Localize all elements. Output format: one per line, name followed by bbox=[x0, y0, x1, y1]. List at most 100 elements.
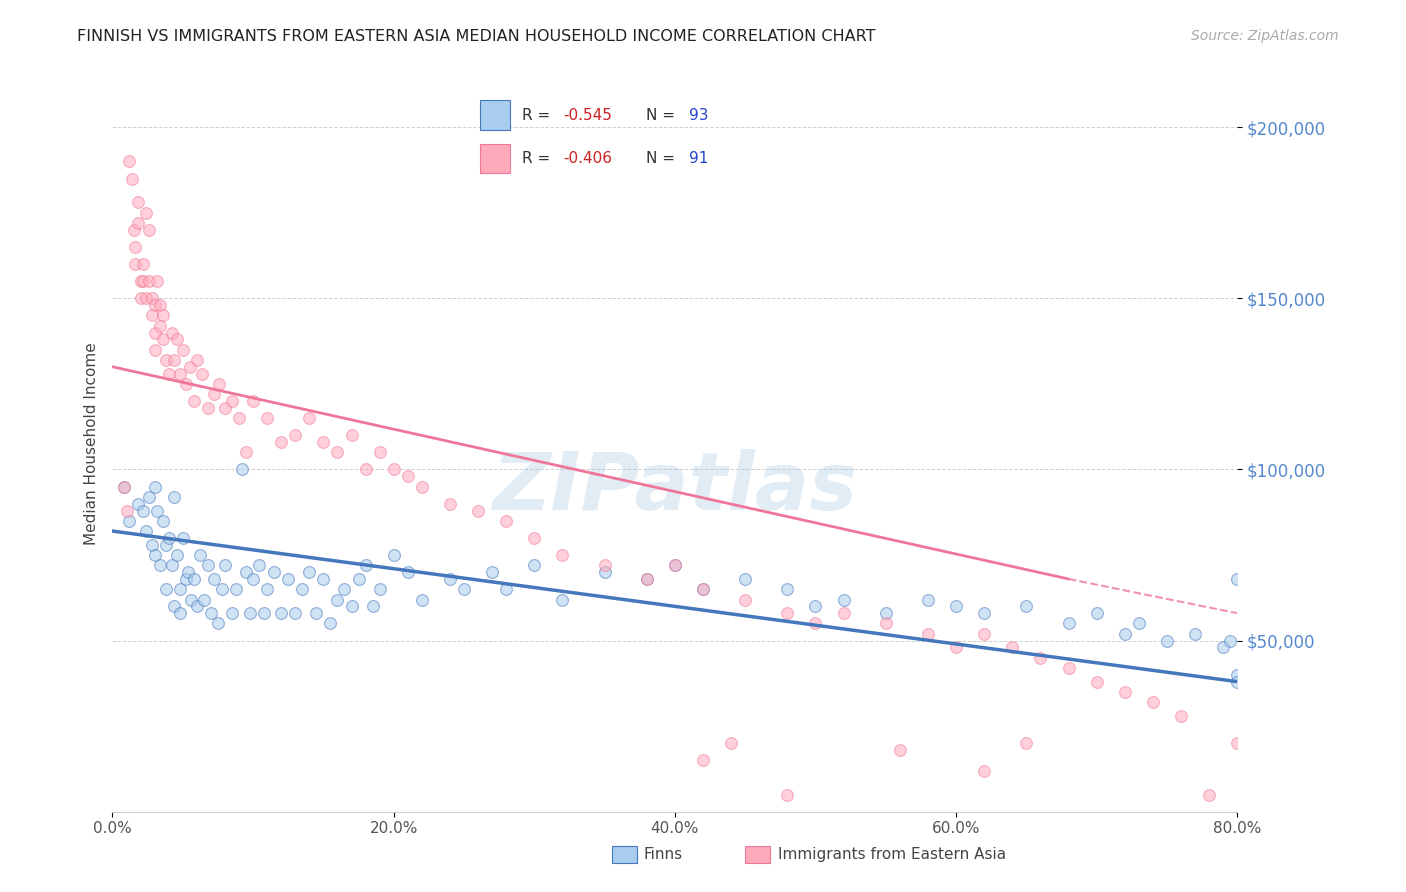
Y-axis label: Median Household Income: Median Household Income bbox=[83, 343, 98, 545]
Point bbox=[183, 572, 205, 586]
Point bbox=[298, 565, 321, 579]
Point bbox=[664, 558, 686, 573]
Point bbox=[191, 367, 214, 381]
Point bbox=[183, 394, 205, 409]
Point bbox=[973, 606, 995, 620]
Point bbox=[523, 558, 546, 573]
Point bbox=[112, 479, 135, 493]
Point bbox=[214, 558, 236, 573]
Point bbox=[382, 462, 405, 476]
Point bbox=[439, 497, 461, 511]
Point bbox=[804, 616, 827, 631]
Point bbox=[312, 572, 335, 586]
Point bbox=[124, 257, 146, 271]
Point bbox=[163, 490, 186, 504]
Point bbox=[340, 599, 363, 614]
Text: ZIPatlas: ZIPatlas bbox=[492, 449, 858, 527]
Point bbox=[636, 572, 658, 586]
Point bbox=[945, 640, 967, 655]
Point bbox=[467, 503, 489, 517]
Point bbox=[551, 592, 574, 607]
Point bbox=[166, 332, 188, 346]
Point bbox=[221, 606, 243, 620]
Point bbox=[453, 582, 475, 597]
Point bbox=[832, 592, 855, 607]
Point bbox=[118, 514, 141, 528]
Point bbox=[1057, 616, 1080, 631]
Text: FINNISH VS IMMIGRANTS FROM EASTERN ASIA MEDIAN HOUSEHOLD INCOME CORRELATION CHAR: FINNISH VS IMMIGRANTS FROM EASTERN ASIA … bbox=[77, 29, 876, 44]
Point bbox=[155, 582, 177, 597]
Point bbox=[277, 572, 299, 586]
Point bbox=[636, 572, 658, 586]
Point bbox=[155, 352, 177, 367]
Point bbox=[354, 558, 377, 573]
Point bbox=[155, 538, 177, 552]
Point bbox=[208, 376, 231, 391]
Point bbox=[263, 565, 285, 579]
Point bbox=[193, 592, 215, 607]
Point bbox=[1219, 633, 1241, 648]
Point bbox=[115, 503, 138, 517]
Text: R =: R = bbox=[523, 151, 555, 166]
Point bbox=[1015, 736, 1038, 750]
Point bbox=[132, 274, 155, 288]
Point bbox=[138, 490, 160, 504]
Point bbox=[138, 274, 160, 288]
Point bbox=[973, 764, 995, 778]
Point bbox=[368, 582, 391, 597]
Point bbox=[186, 599, 208, 614]
Point bbox=[135, 205, 157, 219]
Point bbox=[720, 736, 742, 750]
Point bbox=[143, 548, 166, 562]
Point bbox=[122, 223, 145, 237]
Point bbox=[124, 240, 146, 254]
Text: 93: 93 bbox=[689, 108, 709, 123]
Point bbox=[242, 572, 264, 586]
Point bbox=[146, 274, 169, 288]
Point bbox=[169, 367, 191, 381]
Point bbox=[214, 401, 236, 415]
Point bbox=[169, 606, 191, 620]
Point bbox=[1001, 640, 1024, 655]
Point bbox=[197, 558, 219, 573]
Point bbox=[143, 326, 166, 340]
Point bbox=[776, 606, 799, 620]
Point bbox=[917, 592, 939, 607]
Point bbox=[1226, 736, 1249, 750]
Point bbox=[127, 216, 149, 230]
Point bbox=[174, 376, 197, 391]
Point bbox=[152, 514, 174, 528]
Point bbox=[143, 343, 166, 357]
FancyBboxPatch shape bbox=[479, 101, 510, 130]
Point bbox=[326, 592, 349, 607]
Point bbox=[832, 606, 855, 620]
Text: N =: N = bbox=[647, 151, 681, 166]
Point bbox=[200, 606, 222, 620]
Point bbox=[1128, 616, 1150, 631]
Point bbox=[889, 743, 911, 757]
Point bbox=[143, 479, 166, 493]
Point bbox=[169, 582, 191, 597]
Point bbox=[734, 572, 756, 586]
Point bbox=[354, 462, 377, 476]
Point bbox=[319, 616, 342, 631]
Point bbox=[1085, 606, 1108, 620]
Point bbox=[305, 606, 328, 620]
Point bbox=[1142, 695, 1164, 709]
Point bbox=[551, 548, 574, 562]
Point bbox=[523, 531, 546, 545]
Point bbox=[138, 223, 160, 237]
Point bbox=[495, 514, 517, 528]
Point bbox=[135, 524, 157, 538]
Point bbox=[179, 359, 201, 374]
Point bbox=[152, 309, 174, 323]
Point bbox=[284, 428, 307, 442]
Point bbox=[127, 497, 149, 511]
Text: -0.545: -0.545 bbox=[564, 108, 612, 123]
Point bbox=[235, 565, 257, 579]
Point bbox=[411, 592, 433, 607]
Point bbox=[228, 411, 250, 425]
Point bbox=[141, 538, 163, 552]
Point bbox=[1114, 685, 1136, 699]
Point bbox=[163, 599, 186, 614]
